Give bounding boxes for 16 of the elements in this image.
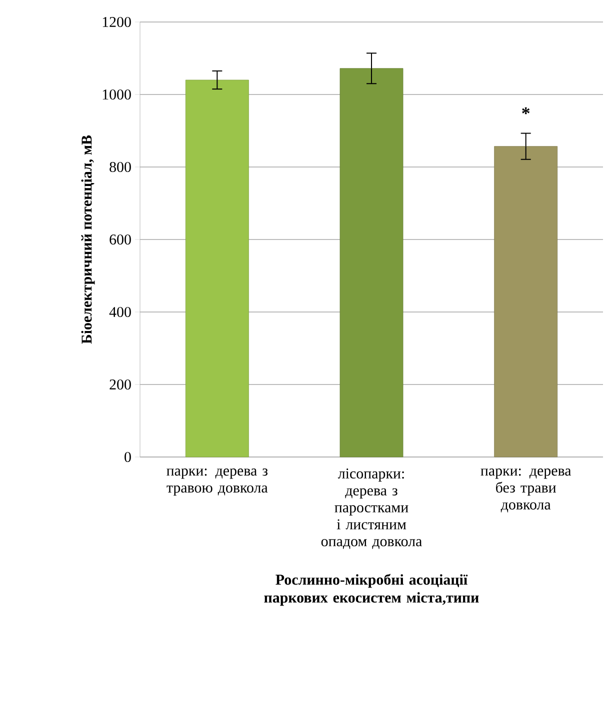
y-axis-title: Біоелектричний потенціал, мВ: [81, 135, 95, 344]
x-tick-label: лісопарки: дерева з паростками і листяним опадом довкола: [321, 468, 422, 550]
bar: [494, 146, 558, 458]
bar: [340, 68, 404, 458]
x-tick-label: парки: дерева з травою довкола: [166, 468, 268, 496]
y-tick-label: 1000: [102, 89, 131, 100]
y-tick-label: 800: [110, 162, 131, 172]
bar: [185, 80, 249, 458]
y-tick-label: 400: [109, 306, 131, 318]
y-tick-label: 0: [124, 452, 131, 462]
y-tick-label: 1200: [102, 16, 131, 28]
y-tick-label: 200: [110, 379, 131, 390]
x-tick-label: парки: дерева без трави довкола: [480, 468, 572, 512]
annotation: *: [522, 107, 530, 114]
y-tick-label: 600: [110, 234, 131, 245]
x-axis-title: Рослинно-мікробні асоціації паркових екосистем міста,типи: [264, 574, 479, 606]
